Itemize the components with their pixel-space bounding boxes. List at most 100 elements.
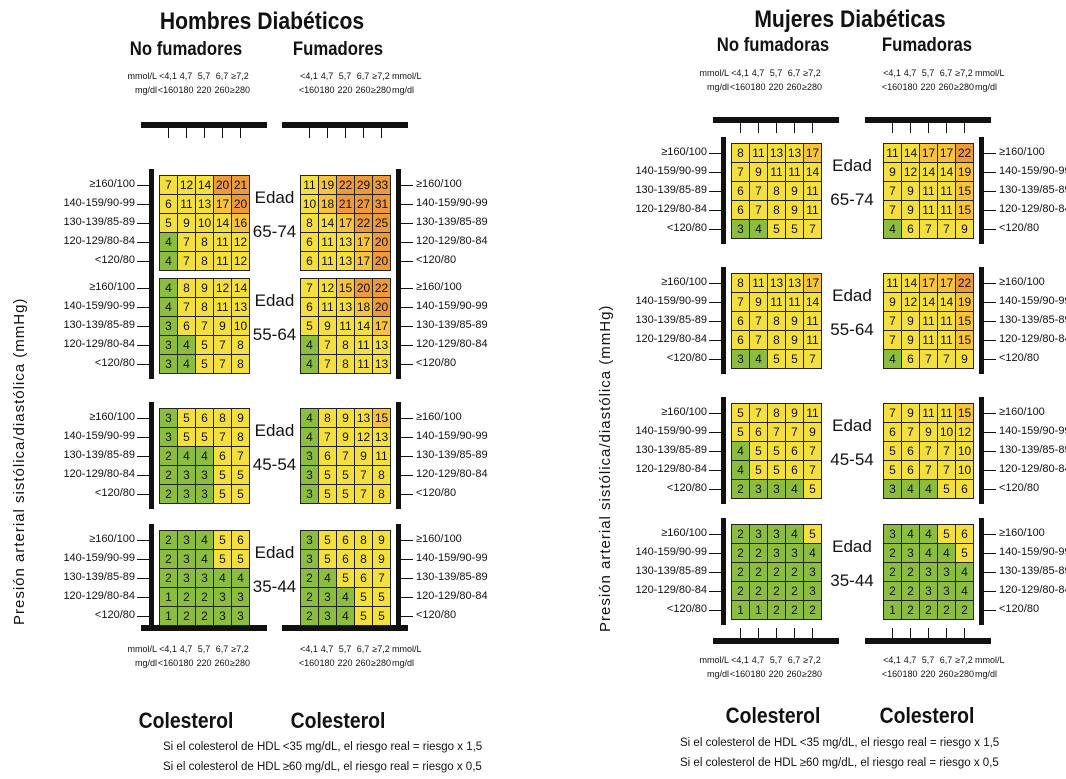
risk-cell: 13 [336,297,355,317]
hdl-note: Si el colesterol de HDL ≥60 mg/dL, el ri… [680,757,999,769]
risk-cell: 11 [883,273,902,293]
risk-cell: 4 [937,543,956,563]
risk-cell: 7 [919,441,938,461]
chol-mmol-tick-label: 4,7 [320,71,334,81]
bp-row-label: <120/80 [666,221,707,234]
chol-mgdl-tick-label: 220 [768,669,784,679]
bp-row-label: 120-129/80-84 [999,332,1066,345]
bp-row-label: 130-139/85-89 [63,318,135,331]
risk-cell: 22 [354,213,373,233]
risk-cell: 11 [803,311,822,331]
risk-cell: 11 [803,403,822,423]
risk-cell: 18 [354,297,373,317]
risk-cell: 7 [318,335,337,355]
risk-cell: 7 [749,403,768,423]
risk-cell: 10 [955,460,974,480]
risk-cell: 3 [195,568,214,588]
bp-connector [401,260,413,262]
risk-cell: 11 [785,292,804,312]
risk-cell: 3 [767,524,786,544]
bp-connector [137,184,149,186]
risk-cell: 5 [803,524,822,544]
risk-cell: 6 [195,408,214,428]
risk-cell: 11 [372,446,391,466]
bp-row-label: ≥160/100 [416,280,462,293]
scale-tick [964,123,965,133]
risk-cell: 9 [372,530,391,550]
scale-tick [168,128,169,138]
chol-mgdl-tick-label: <160 [157,85,179,95]
risk-cell: 6 [955,479,974,499]
scale-tick [794,123,795,133]
risk-cell: 7 [336,446,355,466]
subtitle-smoker: Fumadores [292,39,384,60]
bp-row-label: 130-139/85-89 [999,313,1066,326]
bp-connector [709,282,721,284]
risk-cell: 11 [937,181,956,201]
bp-row-label: 120-129/80-84 [63,234,135,247]
risk-cell: 13 [354,408,373,428]
chol-mmol-tick-label: ≥7,2 [372,71,390,81]
risk-cell: 4 [336,587,355,607]
bp-row-label: ≥160/100 [661,526,707,539]
risk-cell: 2 [749,562,768,582]
chol-mgdl-tick-label: 180 [178,658,194,668]
risk-cell: 9 [785,311,804,331]
risk-cell: 7 [937,460,956,480]
risk-cell: 13 [231,297,250,317]
risk-cell: 4 [195,446,214,466]
risk-cell: 11 [919,311,938,331]
bp-connector [401,474,413,476]
bp-connector [137,596,149,598]
risk-cell: 2 [785,600,804,620]
risk-cell: 19 [955,292,974,312]
risk-cell: 19 [318,175,337,195]
risk-cell: 10 [937,422,956,442]
risk-cell: 22 [372,278,391,298]
chol-mgdl-tick-label: 180 [902,82,918,92]
risk-cell: 3 [919,581,938,601]
bp-connector [984,412,996,414]
risk-cell: 17 [213,194,232,214]
risk-cell: 4 [785,524,804,544]
risk-cell: 7 [937,219,956,239]
bp-connector [137,344,149,346]
bp-connector [709,152,721,154]
chol-mmol-tick-label: 4,7 [903,68,917,78]
bp-row-label: <120/80 [94,356,135,369]
risk-cell: 6 [354,568,373,588]
risk-cell: 8 [767,403,786,423]
risk-cell: 9 [785,200,804,220]
risk-cell: 11 [883,143,902,163]
chol-mgdl-tick-label: 180 [750,82,766,92]
risk-cell: 12 [231,232,250,252]
risk-cell: 2 [955,600,974,620]
risk-cell: 7 [749,200,768,220]
risk-cell: 3 [318,587,337,607]
risk-cell: 9 [803,422,822,442]
risk-cell: 11 [300,175,319,195]
bp-connector [709,571,721,573]
bp-row-label: 120-129/80-84 [999,462,1066,475]
risk-cell: 14 [901,273,920,293]
risk-cell: 4 [336,606,355,626]
risk-cell: 16 [231,213,250,233]
risk-cell: 7 [785,422,804,442]
risk-cell: 3 [749,479,768,499]
risk-cell: 5 [731,403,750,423]
risk-cell: 3 [883,524,902,544]
risk-cell: 2 [883,581,902,601]
risk-cell: 3 [731,349,750,369]
bp-row-label: <120/80 [999,481,1040,494]
risk-cell: 8 [336,335,355,355]
bp-row-label: 130-139/85-89 [635,443,707,456]
risk-cell: 7 [731,162,750,182]
risk-cell: 5 [803,479,822,499]
risk-cell: 4 [177,354,196,374]
risk-cell: 7 [937,441,956,461]
risk-cell: 4 [300,427,319,447]
bp-axis-right [396,272,401,379]
chol-mmol-tick-label: <4,1 [159,71,177,81]
scale-tick [758,628,759,638]
